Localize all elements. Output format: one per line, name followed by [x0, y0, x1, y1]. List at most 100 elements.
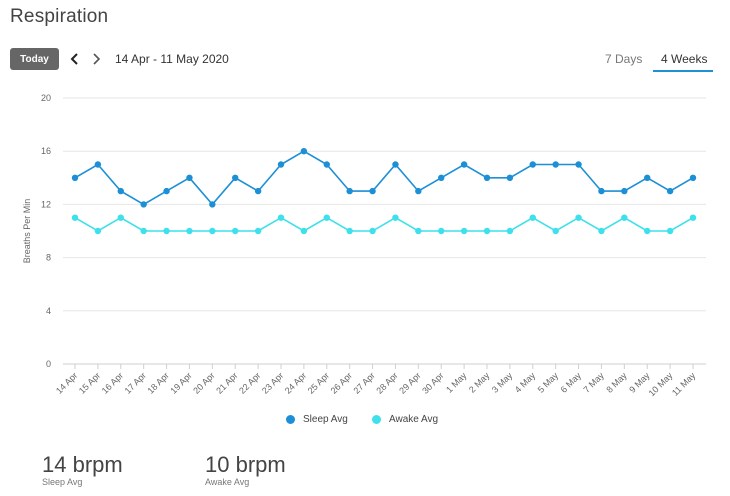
- awake-avg-point: [323, 214, 330, 221]
- x-tick-label: 23 Apr: [260, 370, 285, 395]
- awake-avg-point: [71, 214, 79, 221]
- tab-4-weeks[interactable]: 4 Weeks: [661, 52, 708, 66]
- x-tick-label: 11 May: [670, 370, 698, 398]
- sleep-avg-point: [415, 187, 422, 195]
- sleep-avg-value: 14 brpm: [42, 452, 123, 477]
- x-tick-label: 5 May: [536, 370, 561, 395]
- x-tick-label: 17 Apr: [123, 370, 148, 395]
- awake-avg-point: [163, 227, 170, 235]
- x-tick-label: 30 Apr: [420, 370, 445, 395]
- awake-avg-point: [666, 227, 674, 235]
- chevron-right-icon: [93, 53, 101, 65]
- sleep-avg-point: [232, 174, 239, 181]
- awake-avg-point: [392, 214, 399, 221]
- awake-avg-point: [94, 227, 102, 235]
- x-tick-label: 10 May: [647, 370, 675, 398]
- y-axis-label: Breaths Per Min: [22, 199, 32, 264]
- sleep-avg-point: [186, 174, 193, 181]
- awake-avg-point: [186, 227, 193, 235]
- y-tick-label: 8: [46, 253, 51, 263]
- awake-avg-point: [506, 227, 514, 235]
- awake-avg-point: [575, 214, 582, 221]
- x-tick-label: 28 Apr: [374, 370, 399, 395]
- awake-avg-label: Awake Avg: [205, 477, 250, 487]
- awake-avg-point: [529, 214, 536, 221]
- awake-avg-point: [300, 227, 308, 235]
- sleep-avg-point: [277, 161, 285, 168]
- previous-period-button[interactable]: [67, 49, 83, 69]
- x-tick-label: 20 Apr: [191, 370, 216, 395]
- x-tick-label: 16 Apr: [100, 370, 125, 395]
- x-tick-label: 26 Apr: [329, 370, 354, 395]
- x-tick-label: 27 Apr: [351, 370, 376, 395]
- awake-avg-point: [369, 227, 376, 235]
- awake-avg-point: [598, 227, 605, 235]
- sleep-avg-point: [323, 161, 330, 168]
- sleep-avg-point: [506, 174, 514, 181]
- chevron-left-icon: [70, 53, 78, 65]
- x-tick-label: 3 May: [490, 370, 515, 395]
- today-button[interactable]: Today: [10, 48, 59, 70]
- x-tick-label: 1 May: [444, 370, 469, 395]
- sleep-avg-point: [483, 174, 491, 181]
- awake-avg-point: [232, 227, 239, 235]
- sleep-avg-point: [209, 201, 216, 208]
- x-tick-label: 25 Apr: [306, 370, 331, 395]
- x-tick-label: 29 Apr: [397, 370, 422, 395]
- sleep-avg-point: [644, 174, 651, 181]
- awake-avg-point: [117, 214, 124, 221]
- sleep-avg-point: [254, 187, 262, 195]
- awake-avg-point: [438, 227, 445, 235]
- x-tick-label: 21 Apr: [214, 370, 239, 395]
- x-tick-label: 8 May: [604, 370, 629, 395]
- page-title: Respiration: [10, 6, 109, 27]
- sleep-avg-point: [552, 161, 559, 168]
- sleep-avg-point: [621, 187, 628, 195]
- awake-avg-point: [552, 227, 559, 235]
- awake-avg-point: [254, 227, 262, 235]
- x-tick-label: 2 May: [467, 370, 492, 395]
- x-tick-label: 18 Apr: [145, 370, 170, 395]
- x-tick-label: 4 May: [513, 370, 538, 395]
- y-tick-label: 0: [46, 359, 51, 369]
- sleep-avg-point: [666, 187, 674, 195]
- awake-avg-point: [644, 227, 651, 235]
- awake-avg-point: [460, 227, 468, 235]
- sleep-avg-point: [529, 161, 536, 168]
- awake-avg-point: [140, 227, 147, 235]
- x-tick-label: 6 May: [559, 370, 584, 395]
- legend-item-sleep-avg[interactable]: Sleep Avg: [286, 414, 348, 425]
- sleep-avg-point: [598, 187, 605, 195]
- sleep-avg-point: [346, 187, 353, 195]
- active-tab-indicator: [653, 70, 713, 72]
- sleep-avg-point: [140, 201, 147, 208]
- sleep-avg-point: [575, 161, 582, 168]
- sleep-avg-point: [460, 161, 468, 168]
- legend-label: Awake Avg: [389, 414, 439, 425]
- x-tick-label: 24 Apr: [283, 370, 308, 395]
- awake-avg-point: [689, 214, 697, 221]
- sleep-avg-point: [369, 187, 376, 195]
- sleep-avg-point: [392, 161, 399, 168]
- sleep-avg-point: [438, 174, 445, 181]
- sleep-avg-point: [689, 174, 697, 181]
- awake-avg-point: [621, 214, 628, 221]
- sleep-avg-point: [117, 187, 124, 195]
- awake-avg-point: [415, 227, 422, 235]
- awake-avg-point: [277, 214, 285, 221]
- sleep-avg-point: [163, 187, 170, 195]
- awake-avg-point: [483, 227, 491, 235]
- date-range-label: 14 Apr - 11 May 2020: [115, 52, 229, 66]
- sleep-avg-point: [300, 148, 308, 155]
- awake-avg-line: [74, 216, 694, 232]
- y-tick-label: 16: [41, 146, 51, 156]
- next-period-button[interactable]: [88, 49, 104, 69]
- x-tick-label: 19 Apr: [168, 370, 193, 395]
- legend-marker: [372, 415, 381, 424]
- legend-item-awake-avg[interactable]: Awake Avg: [372, 414, 438, 425]
- legend-marker: [286, 415, 295, 424]
- legend-label: Sleep Avg: [303, 414, 348, 425]
- tab-7-days[interactable]: 7 Days: [605, 52, 643, 66]
- awake-avg-point: [346, 227, 353, 235]
